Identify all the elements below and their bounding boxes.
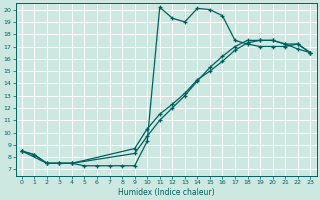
X-axis label: Humidex (Indice chaleur): Humidex (Indice chaleur) xyxy=(118,188,214,197)
